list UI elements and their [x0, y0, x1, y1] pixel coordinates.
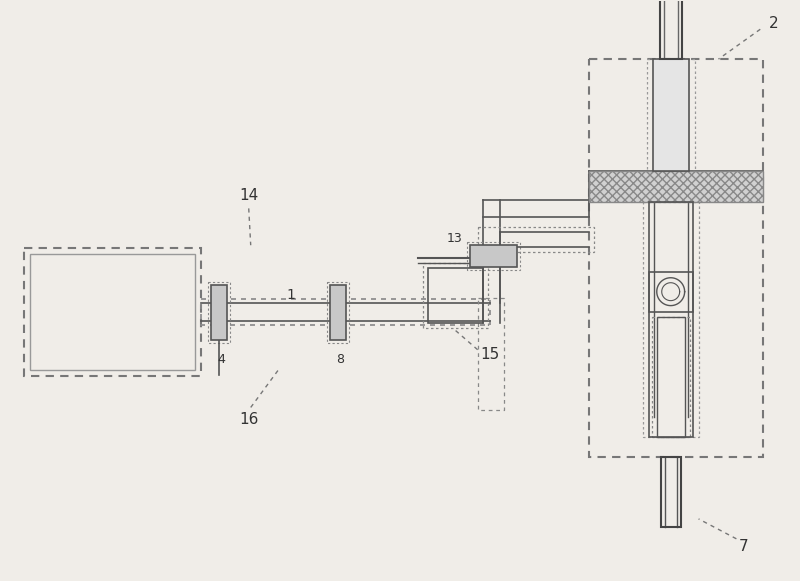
Bar [201, 299, 490, 325]
Bar [466, 242, 521, 270]
Text: 8: 8 [336, 353, 344, 366]
Bar [657, 317, 685, 437]
Text: 14: 14 [239, 188, 258, 203]
Text: 1: 1 [286, 288, 295, 302]
Bar [649, 202, 693, 437]
Text: 2: 2 [768, 16, 778, 31]
Bar [428, 268, 482, 323]
Text: 7: 7 [738, 539, 748, 554]
Text: 15: 15 [480, 347, 499, 362]
Text: 16: 16 [239, 412, 258, 427]
Text: 4: 4 [217, 353, 225, 366]
Bar [589, 171, 763, 202]
Text: 13: 13 [447, 232, 462, 245]
Bar [24, 248, 201, 375]
Bar [208, 282, 230, 343]
Bar [647, 59, 694, 171]
Bar [423, 263, 487, 328]
Bar [589, 59, 763, 457]
Bar [30, 254, 195, 370]
Bar [643, 202, 698, 437]
Bar [653, 59, 689, 171]
Bar [478, 227, 594, 252]
Bar [652, 317, 690, 437]
Bar [330, 285, 346, 340]
Bar [649, 272, 693, 311]
Bar [327, 282, 350, 343]
Bar [661, 457, 681, 527]
Bar [211, 285, 227, 340]
Bar [660, 0, 682, 59]
Bar [478, 298, 505, 410]
Bar [470, 245, 518, 267]
